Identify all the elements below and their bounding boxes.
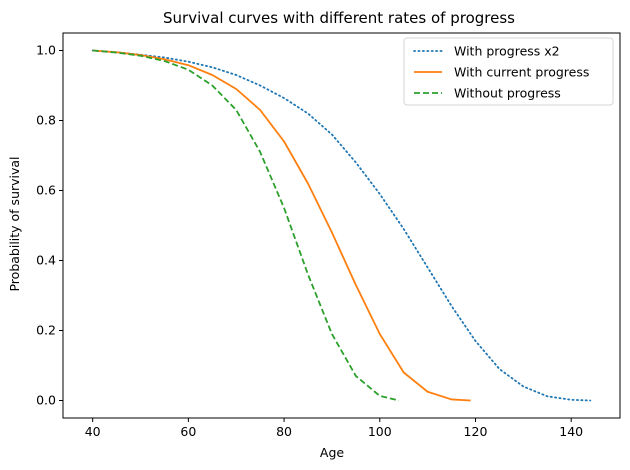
legend-label-1: With progress x2 — [454, 44, 560, 59]
legend-label-3: Without progress — [454, 86, 561, 101]
x-tick-label: 80 — [276, 424, 292, 439]
x-tick-label: 100 — [368, 424, 392, 439]
y-tick-label: 1.0 — [36, 43, 56, 58]
series-line-2 — [92, 49, 471, 402]
legend-box — [403, 37, 614, 106]
y-axis-label: Probability of survival — [7, 156, 22, 291]
y-tick-label: 0.0 — [36, 393, 56, 408]
x-axis-label: Age — [320, 445, 344, 460]
series-line-1 — [91, 49, 592, 402]
x-tick-label: 60 — [180, 424, 196, 439]
y-tick-label: 0.2 — [36, 323, 56, 338]
series-line-3 — [92, 49, 400, 402]
chart-title: Survival curves with different rates of … — [163, 9, 515, 27]
y-tick-label: 0.8 — [36, 113, 56, 128]
legend-label-2: With current progress — [454, 65, 589, 80]
y-tick-label: 0.4 — [36, 253, 56, 268]
y-tick-label: 0.6 — [36, 183, 56, 198]
x-tick-label: 140 — [559, 424, 583, 439]
legend: With progress x2 With current progress Wit… — [403, 37, 614, 106]
x-tick-label: 40 — [85, 424, 101, 439]
x-tick-label: 120 — [464, 424, 488, 439]
